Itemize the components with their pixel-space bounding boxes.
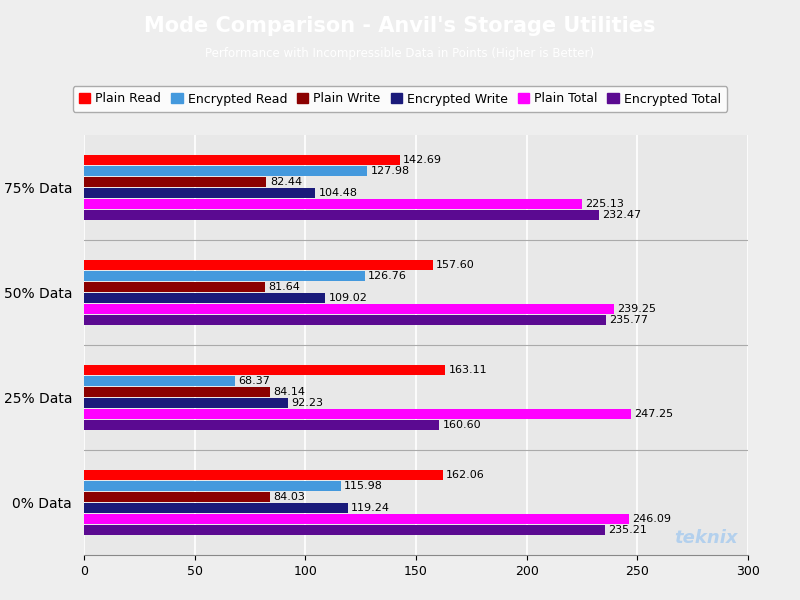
Bar xyxy=(84,304,614,314)
Bar xyxy=(84,260,433,271)
Bar xyxy=(84,209,598,220)
Text: 109.02: 109.02 xyxy=(329,293,367,303)
Bar xyxy=(84,409,631,419)
Bar xyxy=(84,524,605,535)
Bar xyxy=(84,281,265,292)
Text: 239.25: 239.25 xyxy=(617,304,656,314)
Bar xyxy=(84,314,606,325)
Bar xyxy=(84,419,439,430)
Text: 232.47: 232.47 xyxy=(602,210,641,220)
Text: 119.24: 119.24 xyxy=(351,503,390,513)
Text: 235.21: 235.21 xyxy=(608,525,646,535)
Text: 235.77: 235.77 xyxy=(609,315,648,325)
Legend: Plain Read, Encrypted Read, Plain Write, Encrypted Write, Plain Total, Encrypted: Plain Read, Encrypted Read, Plain Write,… xyxy=(73,86,727,112)
Bar xyxy=(84,271,365,281)
Text: 225.13: 225.13 xyxy=(586,199,625,209)
Bar xyxy=(84,166,367,176)
Bar xyxy=(84,470,442,481)
Text: teknix: teknix xyxy=(674,529,738,547)
Text: 104.48: 104.48 xyxy=(318,188,358,198)
Bar xyxy=(84,293,326,304)
Text: 246.09: 246.09 xyxy=(632,514,671,524)
Bar xyxy=(84,199,582,209)
Bar xyxy=(84,481,341,491)
Text: 127.98: 127.98 xyxy=(370,166,410,176)
Text: 126.76: 126.76 xyxy=(368,271,406,281)
Bar xyxy=(84,176,266,187)
Text: 142.69: 142.69 xyxy=(403,155,442,165)
Bar xyxy=(84,491,270,502)
Bar xyxy=(84,398,288,409)
Text: Performance with Incompressible Data in Points (Higher is Better): Performance with Incompressible Data in … xyxy=(206,47,594,61)
Bar xyxy=(84,365,445,376)
Text: 157.60: 157.60 xyxy=(436,260,475,270)
Bar xyxy=(84,188,315,199)
Text: 247.25: 247.25 xyxy=(634,409,674,419)
Text: 84.03: 84.03 xyxy=(274,492,305,502)
Text: 115.98: 115.98 xyxy=(344,481,383,491)
Bar xyxy=(84,514,629,524)
Text: 82.44: 82.44 xyxy=(270,177,302,187)
Text: 162.06: 162.06 xyxy=(446,470,485,480)
Text: 81.64: 81.64 xyxy=(268,282,300,292)
Text: 84.14: 84.14 xyxy=(274,387,306,397)
Text: 160.60: 160.60 xyxy=(442,420,482,430)
Text: Mode Comparison - Anvil's Storage Utilities: Mode Comparison - Anvil's Storage Utilit… xyxy=(144,16,656,36)
Bar xyxy=(84,386,270,397)
Text: 92.23: 92.23 xyxy=(291,398,323,408)
Bar xyxy=(84,376,235,386)
Bar xyxy=(84,155,400,166)
Text: 68.37: 68.37 xyxy=(238,376,270,386)
Text: 163.11: 163.11 xyxy=(448,365,487,375)
Bar xyxy=(84,503,348,514)
